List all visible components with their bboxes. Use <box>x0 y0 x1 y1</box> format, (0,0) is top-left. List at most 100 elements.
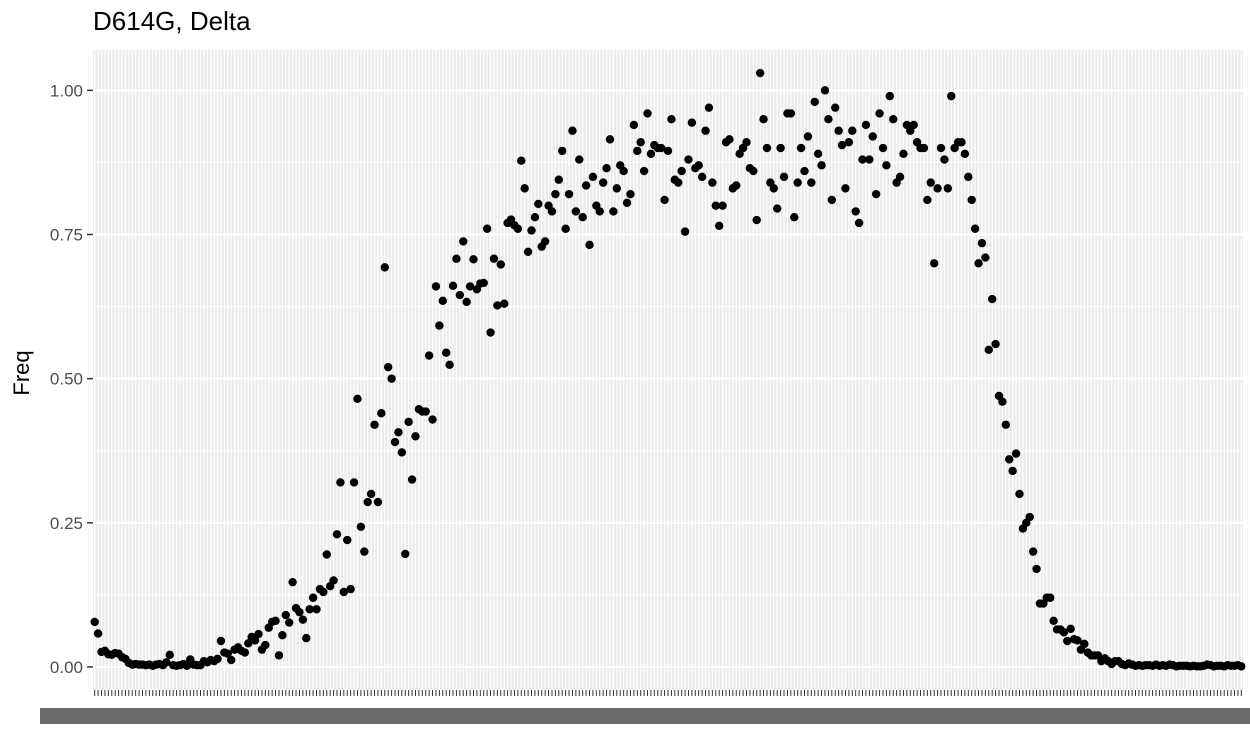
data-point <box>1045 593 1055 602</box>
data-point <box>397 448 407 457</box>
data-point <box>1008 466 1017 476</box>
data-point <box>636 138 645 147</box>
data-point <box>762 143 772 153</box>
data-point <box>298 615 308 624</box>
data-point <box>899 149 908 158</box>
data-point <box>469 255 478 264</box>
data-point <box>827 195 836 205</box>
data-point <box>1028 547 1038 556</box>
data-point <box>957 138 966 147</box>
data-point <box>377 409 386 418</box>
data-point <box>619 166 628 176</box>
data-point <box>936 143 946 153</box>
data-point <box>223 649 232 658</box>
data-point <box>404 417 413 427</box>
data-point <box>752 215 761 225</box>
data-point <box>551 189 560 199</box>
data-point <box>445 360 454 370</box>
data-point <box>411 432 420 441</box>
data-point <box>346 584 355 594</box>
data-point <box>438 296 447 306</box>
data-point <box>786 109 796 118</box>
data-point <box>1066 624 1075 634</box>
data-point <box>581 181 591 190</box>
data-point <box>274 651 284 660</box>
data-point <box>1059 628 1069 637</box>
data-point <box>1001 420 1011 429</box>
data-point <box>841 184 850 193</box>
x-gridlines <box>94 50 1242 690</box>
data-point <box>882 161 891 170</box>
data-point <box>605 135 615 144</box>
data-point <box>540 237 550 246</box>
data-point <box>534 199 543 209</box>
data-point <box>602 163 611 173</box>
data-point <box>885 91 895 101</box>
data-point <box>769 184 778 193</box>
data-point <box>732 181 741 190</box>
data-point <box>336 478 345 487</box>
data-point <box>329 576 338 585</box>
data-point <box>383 362 393 372</box>
data-point <box>779 172 789 182</box>
data-point <box>943 184 953 193</box>
data-points <box>90 68 1246 671</box>
data-point <box>520 184 529 193</box>
data-point <box>216 636 226 646</box>
data-point <box>987 294 997 304</box>
y-tick-label: 0.75 <box>50 226 83 245</box>
data-point <box>697 172 707 182</box>
data-point <box>960 149 970 158</box>
data-point <box>227 655 236 665</box>
data-point <box>575 155 584 164</box>
data-point <box>387 374 396 383</box>
data-point <box>926 178 935 187</box>
data-point <box>677 166 686 176</box>
data-point <box>933 184 942 193</box>
data-point <box>1032 564 1041 574</box>
data-point <box>940 155 949 164</box>
data-point <box>813 149 823 158</box>
data-point <box>547 207 557 216</box>
data-point <box>373 497 383 507</box>
x-axis-ticks <box>40 690 1250 724</box>
data-point <box>858 155 867 164</box>
data-point <box>489 254 499 263</box>
data-point <box>1011 449 1021 458</box>
data-point <box>923 195 932 205</box>
data-point <box>308 593 318 602</box>
data-point <box>598 178 608 187</box>
y-tick-label: 0.50 <box>50 370 83 389</box>
data-point <box>366 489 376 499</box>
data-point <box>998 397 1007 406</box>
data-point <box>889 114 898 124</box>
data-point <box>448 281 458 291</box>
data-point <box>305 605 314 614</box>
data-point <box>742 138 751 147</box>
data-point <box>578 213 587 222</box>
data-point <box>964 172 973 182</box>
data-point <box>633 146 642 156</box>
data-point <box>820 86 830 95</box>
data-point <box>793 178 802 187</box>
data-point <box>704 103 714 112</box>
data-point <box>970 224 980 233</box>
data-point <box>213 654 222 664</box>
data-point <box>626 189 635 199</box>
data-point <box>844 138 854 147</box>
data-point <box>271 616 280 626</box>
data-point <box>714 221 724 231</box>
data-point <box>523 247 533 257</box>
data-point <box>776 143 785 153</box>
data-point <box>561 224 570 233</box>
y-tick-label: 1.00 <box>50 81 83 100</box>
data-point <box>401 549 410 559</box>
data-point <box>250 636 260 645</box>
data-point <box>459 237 468 246</box>
data-point <box>708 178 717 187</box>
data-point <box>390 437 400 447</box>
data-point <box>455 290 465 300</box>
data-point <box>554 175 564 184</box>
data-point <box>755 68 765 78</box>
